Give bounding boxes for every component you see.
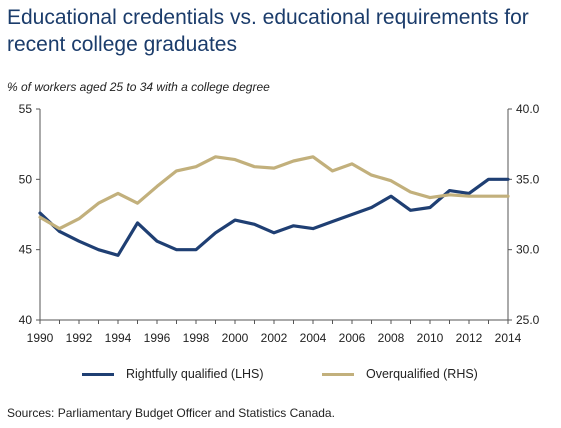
x-axis-tick-label: 1998 (183, 331, 210, 345)
x-axis-tick-label: 2006 (339, 331, 366, 345)
left-axis-tick-label: 45 (19, 243, 33, 257)
x-axis-tick-label: 2002 (261, 331, 288, 345)
x-axis-tick-label: 1992 (66, 331, 93, 345)
right-axis-tick-label: 25.0 (516, 313, 540, 327)
series-line-overqualified (38, 155, 510, 231)
left-axis-tick-label: 40 (19, 313, 33, 327)
legend-label-rightfully-qualified: Rightfully qualified (LHS) (126, 367, 264, 381)
x-axis-tick-label: 2004 (300, 331, 327, 345)
series-line-rightfully-qualified (38, 177, 510, 257)
legend-label-overqualified: Overqualified (RHS) (366, 367, 478, 381)
right-axis-tick-label: 40.0 (516, 102, 540, 116)
legend-item-rightfully-qualified: Rightfully qualified (LHS) (82, 367, 264, 381)
chart-title: Educational credentials vs. educational … (7, 6, 529, 56)
source-note: Sources: Parliamentary Budget Officer an… (7, 406, 335, 420)
x-axis-tick-label: 1990 (27, 331, 54, 345)
x-axis-tick-label: 1994 (105, 331, 132, 345)
legend-swatch-rightfully-qualified (82, 372, 114, 376)
legend-item-overqualified: Overqualified (RHS) (322, 367, 478, 381)
x-axis-tick-label: 2008 (378, 331, 405, 345)
x-axis-tick-label: 2010 (417, 331, 444, 345)
left-axis-tick-label: 50 (19, 172, 33, 186)
legend-swatch-overqualified (322, 372, 354, 376)
right-axis-tick-label: 35.0 (516, 172, 540, 186)
right-axis-tick-label: 30.0 (516, 243, 540, 257)
chart-subtitle: % of workers aged 25 to 34 with a colleg… (7, 80, 270, 94)
x-axis-tick-label: 1996 (144, 331, 171, 345)
x-axis-tick-label: 2000 (222, 331, 249, 345)
left-axis-tick-label: 55 (19, 102, 33, 116)
x-axis-tick-label: 2012 (456, 331, 483, 345)
x-axis-tick-label: 2014 (495, 331, 522, 345)
